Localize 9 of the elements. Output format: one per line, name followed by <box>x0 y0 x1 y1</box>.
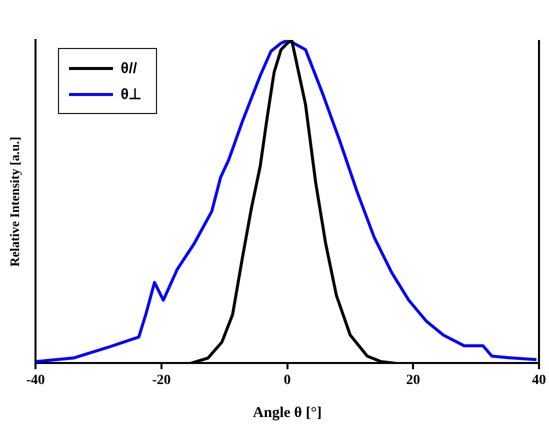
x-tick-label: -20 <box>152 373 171 388</box>
legend-label: θ⊥ <box>120 85 142 103</box>
x-tick-label: 40 <box>532 373 546 388</box>
x-tick-label: 0 <box>284 373 291 388</box>
y-axis-title: Relative Intensity [a.u.] <box>7 136 22 267</box>
x-axis-title: Angle θ [°] <box>252 404 322 421</box>
x-tick-label: -40 <box>26 373 45 388</box>
x-tick-label: 20 <box>406 373 420 388</box>
legend-label: θ// <box>120 60 138 76</box>
